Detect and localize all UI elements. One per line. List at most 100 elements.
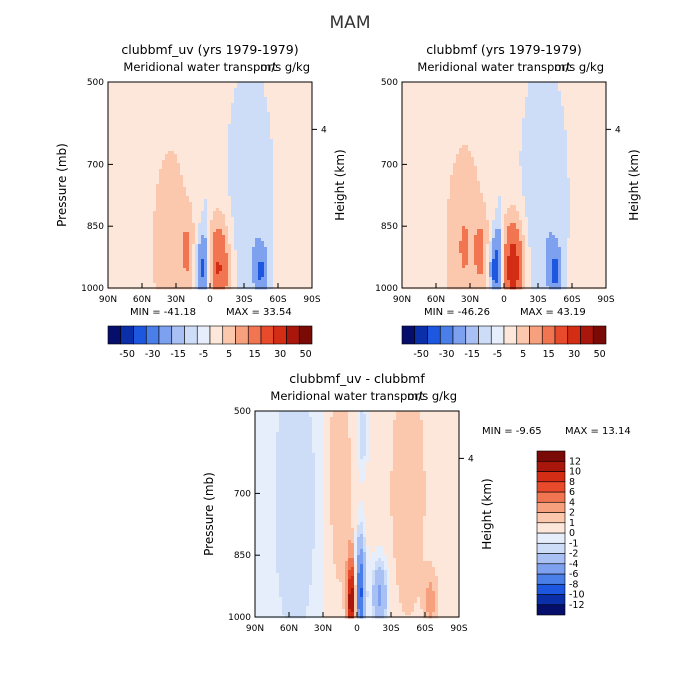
contour-cell [246,100,250,104]
contour-cell [156,106,160,110]
contour-cell [141,229,145,233]
contour-cell [204,184,208,188]
contour-cell [231,169,235,173]
contour-cell [555,82,559,86]
contour-cell [300,283,304,287]
contour-cell [207,259,211,263]
contour-cell [126,253,130,257]
contour-cell [570,82,574,86]
contour-cell [201,274,205,278]
contour-cell [168,163,172,167]
contour-cell [225,274,229,278]
contour-cell [210,133,214,137]
contour-cell [582,82,586,86]
contour-cell [510,82,514,86]
contour-cell [195,124,199,128]
contour-cell [309,268,313,272]
contour-cell [225,166,229,170]
contour-cell [264,142,268,146]
contour-cell [306,211,310,215]
contour-cell [297,154,301,158]
contour-cell [138,106,142,110]
contour-cell [240,85,244,89]
contour-cell [294,205,298,209]
contour-cell [156,274,160,278]
contour-cell [291,181,295,185]
contour-cell [171,205,175,209]
contour-cell [165,172,169,176]
contour-cell [108,232,112,236]
contour-cell [126,100,130,104]
contour-cell [159,274,163,278]
contour-cell [309,244,313,248]
contour-cell [237,136,241,140]
contour-cell [228,214,232,218]
contour-cell [306,85,310,89]
contour-cell [231,268,235,272]
contour-cell [132,184,136,188]
contour-cell [219,202,223,206]
contour-cell [135,94,139,98]
contour-cell [279,250,283,254]
contour-cell [465,82,469,86]
contour-cell [159,157,163,161]
contour-cell [261,250,265,254]
contour-cell [261,148,265,152]
contour-cell [240,151,244,155]
contour-cell [207,166,211,170]
contour-cell [441,85,445,89]
contour-cell [159,130,163,134]
contour-cell [135,85,139,89]
contour-cell [225,145,229,149]
contour-cell [255,247,259,251]
contour-cell [261,100,265,104]
contour-cell [411,82,415,86]
contour-cell [117,220,121,224]
contour-cell [258,151,262,155]
contour-cell [255,253,259,257]
contour-cell [198,103,202,107]
contour-cell [177,127,181,131]
contour-cell [225,139,229,143]
contour-cell [273,139,277,143]
contour-cell [279,238,283,242]
contour-cell [168,202,172,206]
contour-cell [156,193,160,197]
contour-cell [108,175,112,179]
contour-cell [570,85,574,89]
contour-cell [138,181,142,185]
contour-cell [123,109,127,113]
contour-cell [201,202,205,206]
contour-cell [192,256,196,260]
contour-cell [303,217,307,221]
contour-cell [192,178,196,182]
contour-cell [291,85,295,89]
contour-cell [252,151,256,155]
contour-cell [261,163,265,167]
contour-cell [306,274,310,278]
contour-cell [117,280,121,284]
contour-cell [297,145,301,149]
contour-cell [183,121,187,125]
contour-cell [162,172,166,176]
contour-cell [120,271,124,275]
contour-cell [120,139,124,143]
contour-cell [291,226,295,230]
contour-cell [123,136,127,140]
contour-cell [237,208,241,212]
contour-cell [111,217,115,221]
contour-cell [588,88,592,92]
contour-cell [294,217,298,221]
contour-cell [432,82,436,86]
contour-cell [480,82,484,86]
contour-cell [216,250,220,254]
contour-cell [303,181,307,185]
contour-cell [243,232,247,236]
contour-cell [246,271,250,275]
contour-cell [285,109,289,113]
contour-cell [216,136,220,140]
contour-cell [150,157,154,161]
contour-cell [171,217,175,221]
contour-cell [252,253,256,257]
contour-cell [204,94,208,98]
